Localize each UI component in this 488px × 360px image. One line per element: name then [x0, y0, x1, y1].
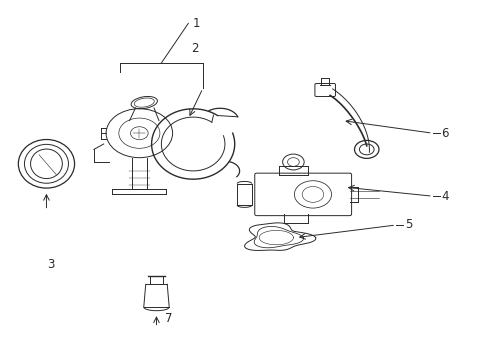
Text: 5: 5 — [404, 219, 411, 231]
Text: 7: 7 — [164, 312, 172, 325]
Text: 3: 3 — [47, 258, 55, 271]
Text: 1: 1 — [193, 17, 200, 30]
Text: 6: 6 — [441, 127, 448, 140]
Text: 2: 2 — [190, 42, 198, 55]
Text: 4: 4 — [441, 190, 448, 203]
